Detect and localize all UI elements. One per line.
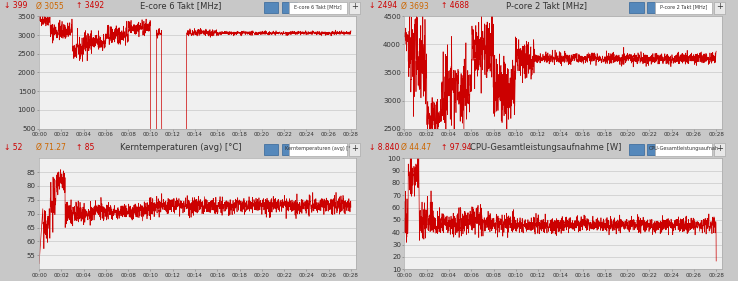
Bar [647,2,662,13]
Text: ↓ 8.840: ↓ 8.840 [369,143,399,152]
Text: E-core 6 Takt [MHz]: E-core 6 Takt [MHz] [140,1,221,10]
Bar [655,2,712,14]
Bar [349,2,360,14]
Bar [264,144,278,155]
Text: ↑ 97.94: ↑ 97.94 [441,143,472,152]
Bar [349,144,360,156]
Bar [647,144,662,155]
Text: ↑ 3492: ↑ 3492 [76,1,104,10]
Bar [714,144,725,156]
Text: ↓ 52: ↓ 52 [4,143,22,152]
Text: +: + [351,3,358,12]
Bar [289,2,347,14]
Bar [282,144,297,155]
Bar [655,144,712,156]
Text: Ø 3055: Ø 3055 [36,1,64,10]
Text: +: + [351,144,358,153]
Bar [264,2,278,13]
Text: ↑ 85: ↑ 85 [76,143,94,152]
Text: P-core 2 Takt [MHz]: P-core 2 Takt [MHz] [660,4,707,10]
Text: Ø 71.27: Ø 71.27 [36,143,66,152]
Bar [714,2,725,14]
Text: Ø 44.47: Ø 44.47 [401,143,432,152]
Text: ↑ 4688: ↑ 4688 [441,1,469,10]
Text: Ø 3693: Ø 3693 [401,1,430,10]
Text: +: + [717,3,723,12]
Bar [282,2,297,13]
Text: +: + [717,144,723,153]
Text: P-core 2 Takt [MHz]: P-core 2 Takt [MHz] [506,1,587,10]
Text: CPU-Gesamtleistungsaufnah: CPU-Gesamtleistungsaufnah [649,146,719,151]
Text: ↓ 2494: ↓ 2494 [369,1,397,10]
Text: Kerntemperaturen (avg) [°C]: Kerntemperaturen (avg) [°C] [120,143,241,152]
Bar [630,144,644,155]
Text: E-core 6 Takt [MHz]: E-core 6 Takt [MHz] [294,4,342,10]
Bar [630,2,644,13]
Bar [289,144,347,156]
Text: Kerntemperaturen (avg) [°: Kerntemperaturen (avg) [° [286,146,351,151]
Text: ↓ 399: ↓ 399 [4,1,27,10]
Text: CPU-Gesamtleistungsaufnahme [W]: CPU-Gesamtleistungsaufnahme [W] [470,143,622,152]
